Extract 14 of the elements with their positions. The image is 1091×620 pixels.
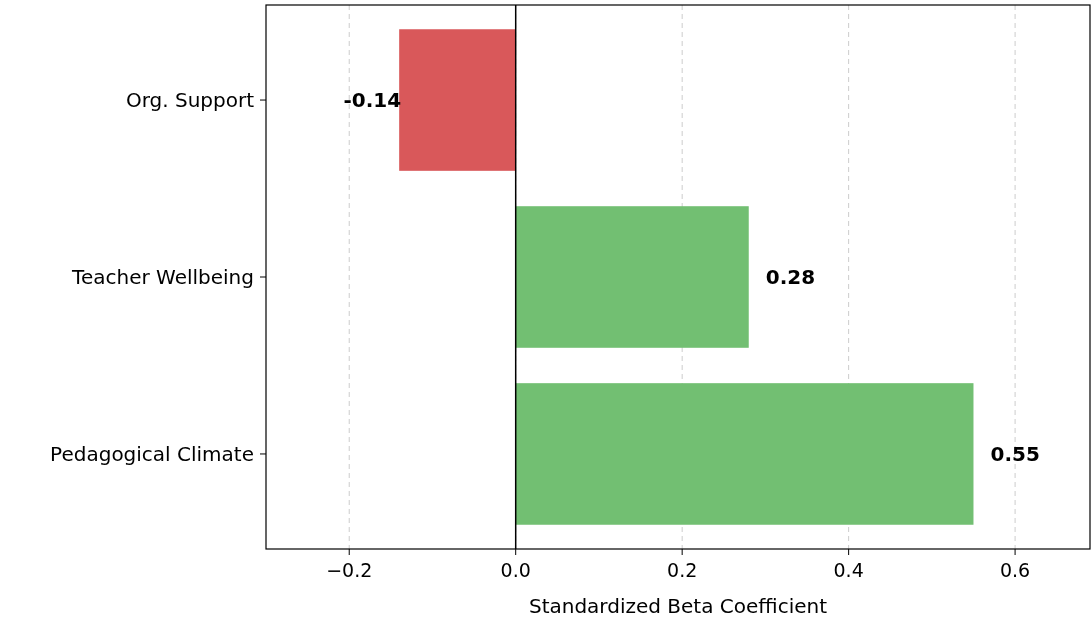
bar (399, 29, 516, 171)
x-tick-label: 0.2 (667, 559, 698, 581)
y-tick-label: Pedagogical Climate (50, 441, 254, 466)
data-label: 0.55 (990, 441, 1040, 466)
data-label: 0.28 (765, 265, 816, 289)
x-tick-label: 0.4 (833, 559, 864, 581)
bar (515, 206, 749, 348)
x-tick-label: 0.6 (999, 559, 1031, 581)
x-tick-label: 0.0 (500, 559, 531, 581)
x-tick-label: −0.2 (326, 559, 373, 581)
y-tick-label: Org. Support (125, 88, 255, 113)
x-axis-title: Standardized Beta Coefficient (528, 594, 828, 618)
bar (515, 383, 974, 525)
y-tick-label: Teacher Wellbeing (71, 265, 254, 289)
